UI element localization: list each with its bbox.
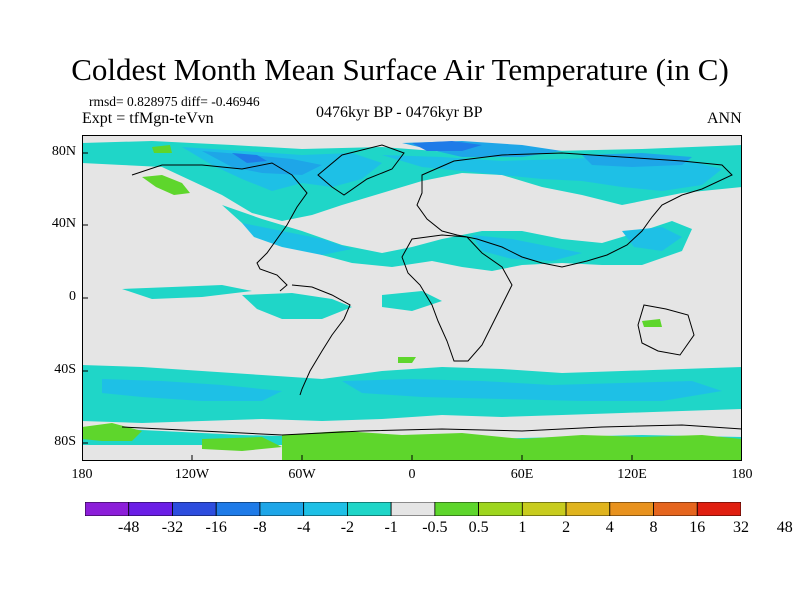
- colorbar-swatch-11: [565, 502, 611, 516]
- lon-label-60E: 60E: [510, 467, 534, 482]
- colorbar-label-12: 8: [649, 519, 658, 536]
- colorbar-label-9: 1: [518, 519, 527, 536]
- lat-label-40S: 40S: [54, 362, 76, 377]
- season-label: ANN: [707, 110, 742, 127]
- lon-label-180e: 180: [731, 467, 753, 482]
- colorbar-swatch-0: [85, 502, 130, 516]
- lat-label-40N: 40N: [51, 216, 76, 231]
- colorbar-swatch-7: [390, 502, 436, 516]
- coastlines: [121, 144, 742, 436]
- colorbar-label-1: -32: [161, 519, 184, 536]
- period-label: 0476kyr BP - 0476kyr BP: [316, 104, 483, 121]
- colorbar-label-15: 48: [776, 519, 793, 536]
- colorbar-swatch-14: [696, 502, 741, 516]
- lat-tick-marks: [82, 152, 88, 444]
- colorbar-label-7: -0.5: [422, 519, 448, 536]
- colorbar-swatch-4: [259, 502, 305, 516]
- colorbar-swatch-1: [128, 502, 173, 516]
- colorbar-label-11: 4: [605, 519, 614, 536]
- colorbar-label-10: 2: [562, 519, 571, 536]
- colorbar-swatch-10: [521, 502, 567, 516]
- stats-line: rmsd= 0.828975 diff= -0.46946: [89, 94, 260, 109]
- lat-label-0: 0: [69, 289, 76, 304]
- lon-label-120E: 120E: [617, 467, 647, 482]
- colorbar-label-3: -8: [253, 519, 267, 536]
- lon-label-180w: 180: [71, 467, 93, 482]
- colorbar-label-2: -16: [205, 519, 227, 536]
- strongest-cool-anomaly-fields: [232, 141, 482, 163]
- colorbar-swatch-13: [653, 502, 698, 516]
- colorbar-swatch-9: [478, 502, 523, 516]
- colorbar-swatch-3: [215, 502, 261, 516]
- colorbar-label-8: 0.5: [468, 519, 489, 536]
- colorbar-swatch-5: [303, 502, 348, 516]
- colorbar-swatch-6: [346, 502, 392, 516]
- colorbar-label-0: -48: [118, 519, 140, 536]
- colorbar-label-4: -4: [296, 519, 311, 536]
- map-panel: [82, 135, 742, 461]
- lon-tick-marks: [191, 455, 633, 461]
- colorbar-label-14: 32: [733, 519, 749, 536]
- colorbar-label-13: 16: [689, 519, 706, 536]
- colorbar-swatch-12: [609, 502, 654, 516]
- colorbar-label-5: -2: [340, 519, 355, 536]
- lon-label-60W: 60W: [288, 467, 316, 482]
- colorbar: [85, 502, 741, 516]
- experiment-label: Expt = tfMgn-teVvn: [82, 110, 214, 127]
- lat-label-80S: 80S: [54, 434, 76, 449]
- colorbar-swatch-8: [434, 502, 480, 516]
- plot-title: Coldest Month Mean Surface Air Temperatu…: [71, 52, 729, 87]
- lon-label-120W: 120W: [174, 467, 210, 482]
- colorbar-swatch-2: [172, 502, 217, 516]
- lat-label-80N: 80N: [51, 144, 76, 159]
- lon-label-0: 0: [408, 467, 416, 482]
- warm-anomaly-fields: [82, 145, 742, 461]
- colorbar-label-6: -1: [384, 519, 398, 536]
